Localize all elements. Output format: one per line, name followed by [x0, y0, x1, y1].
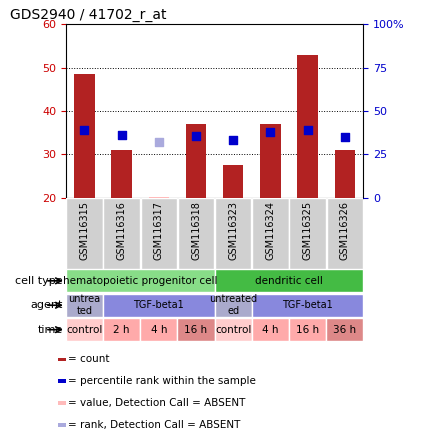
Text: 2 h: 2 h [113, 325, 130, 335]
Bar [58, 401, 66, 405]
Text: GSM116325: GSM116325 [303, 201, 313, 260]
Bar [186, 124, 206, 198]
Text: TGF-beta1: TGF-beta1 [282, 300, 333, 310]
Text: GSM116317: GSM116317 [154, 201, 164, 260]
Bar [260, 124, 281, 198]
Bar [334, 150, 355, 198]
Text: cell type: cell type [15, 276, 63, 286]
Bar [58, 380, 66, 383]
Text: control: control [215, 325, 252, 335]
Bar [103, 294, 215, 317]
Text: dendritic cell: dendritic cell [255, 276, 323, 286]
Bar [66, 270, 215, 292]
Bar [326, 318, 363, 341]
Text: = percentile rank within the sample: = percentile rank within the sample [68, 377, 255, 386]
Bar [252, 198, 289, 269]
Point [341, 134, 348, 141]
Text: GSM116315: GSM116315 [79, 201, 90, 260]
Point [81, 127, 88, 134]
Bar [103, 318, 140, 341]
Text: TGF-beta1: TGF-beta1 [133, 300, 184, 310]
Bar [223, 165, 244, 198]
Bar [140, 318, 178, 341]
Text: 36 h: 36 h [333, 325, 356, 335]
Text: = value, Detection Call = ABSENT: = value, Detection Call = ABSENT [68, 398, 245, 408]
Bar [215, 198, 252, 269]
Text: time: time [38, 325, 63, 335]
Text: GSM116326: GSM116326 [340, 201, 350, 260]
Bar [149, 197, 169, 198]
Bar [289, 318, 326, 341]
Point [118, 132, 125, 139]
Bar [326, 198, 363, 269]
Bar [252, 294, 363, 317]
Bar [111, 150, 132, 198]
Bar [215, 270, 363, 292]
Bar [252, 318, 289, 341]
Bar [215, 294, 252, 317]
Text: GSM116324: GSM116324 [265, 201, 275, 260]
Bar [178, 198, 214, 269]
Bar [66, 198, 103, 269]
Bar [298, 55, 318, 198]
Bar [58, 423, 66, 427]
Text: GSM116316: GSM116316 [116, 201, 127, 260]
Text: = rank, Detection Call = ABSENT: = rank, Detection Call = ABSENT [68, 420, 240, 430]
Bar [58, 358, 66, 361]
Text: GSM116323: GSM116323 [228, 201, 238, 260]
Text: agent: agent [31, 300, 63, 310]
Text: GSM116318: GSM116318 [191, 201, 201, 260]
Bar [141, 198, 177, 269]
Bar [74, 74, 95, 198]
Bar [103, 198, 140, 269]
Text: control: control [66, 325, 103, 335]
Bar [178, 318, 215, 341]
Bar [289, 198, 326, 269]
Text: GDS2940 / 41702_r_at: GDS2940 / 41702_r_at [10, 8, 166, 22]
Text: 4 h: 4 h [150, 325, 167, 335]
Point [156, 139, 162, 146]
Point [193, 133, 199, 140]
Text: untreated
ed: untreated ed [209, 294, 257, 316]
Text: 16 h: 16 h [184, 325, 207, 335]
Bar [66, 294, 103, 317]
Point [267, 128, 274, 135]
Point [230, 137, 237, 144]
Text: 4 h: 4 h [262, 325, 279, 335]
Bar [215, 318, 252, 341]
Text: hematopoietic progenitor cell: hematopoietic progenitor cell [63, 276, 218, 286]
Text: untrea
ted: untrea ted [68, 294, 101, 316]
Bar [66, 318, 103, 341]
Point [304, 127, 311, 134]
Text: = count: = count [68, 354, 109, 365]
Text: 16 h: 16 h [296, 325, 319, 335]
